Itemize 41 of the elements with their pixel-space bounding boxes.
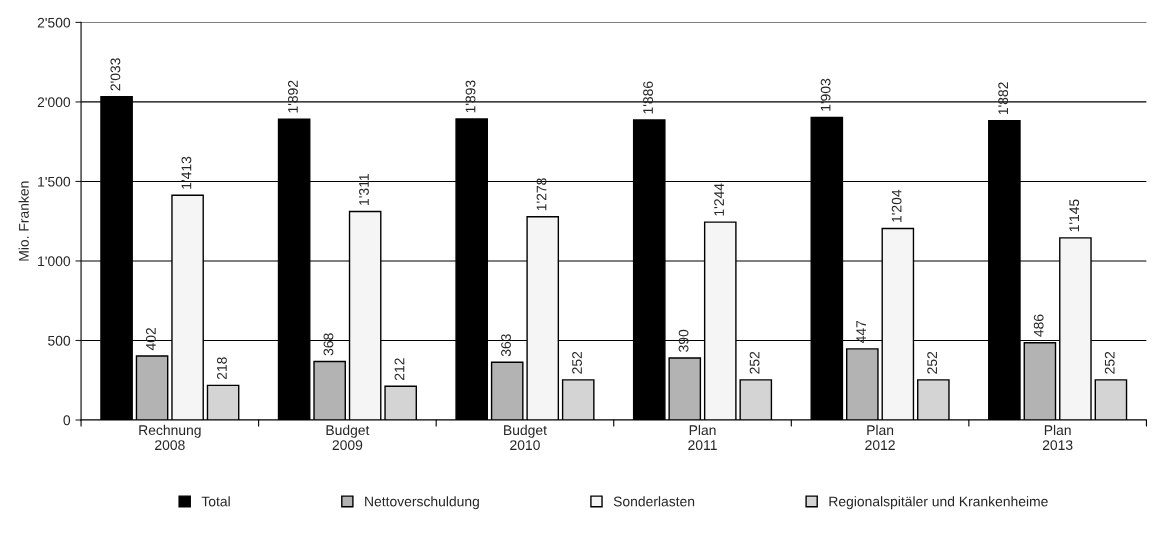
data-label: 1'204 (891, 189, 902, 222)
data-label: 1'311 (359, 174, 369, 205)
y-tick-label: 1'000 (38, 256, 71, 267)
data-label: 1'244 (714, 183, 724, 216)
data-label: 252 (1104, 351, 1115, 374)
data-label: 1'882 (998, 82, 1009, 115)
x-tick-label: Plan 2013 (1042, 424, 1073, 451)
data-label: 252 (572, 351, 582, 374)
x-tick-label: Budget 2010 (504, 424, 547, 451)
y-tick-label: 0 (63, 415, 71, 426)
data-label: 2'033 (110, 58, 121, 91)
legend-label: Nettoverschuldung (365, 496, 479, 510)
data-label: 363 (501, 334, 511, 357)
y-axis-title: Mio. Franken (18, 181, 29, 261)
y-tick-label: 2'500 (37, 17, 71, 28)
data-label: 390 (678, 329, 689, 352)
x-tick-label: Rechnung 2008 (139, 424, 201, 451)
data-label: 1'892 (288, 80, 298, 113)
data-label: 1'886 (643, 81, 653, 114)
data-label: 1'893 (465, 80, 476, 113)
y-tick-label: 2'000 (37, 97, 71, 108)
data-label: 368 (323, 333, 334, 356)
data-label: 402 (145, 328, 156, 351)
y-tick-label: 500 (48, 335, 71, 346)
legend-label: Sonderlasten (613, 496, 695, 507)
data-label: 486 (1033, 314, 1044, 337)
legend-label: Total (201, 496, 230, 507)
data-label: 252 (927, 351, 938, 374)
x-tick-label: Plan 2011 (688, 424, 717, 451)
x-tick-label: Budget 2009 (326, 424, 370, 451)
y-tick-label: 1'500 (38, 176, 71, 187)
data-label: 252 (749, 351, 760, 374)
data-label: 1'145 (1069, 199, 1080, 232)
data-label: 1'413 (181, 156, 192, 189)
data-label: 1'278 (536, 178, 547, 211)
x-tick-label: Plan 2012 (865, 424, 895, 451)
data-label: 447 (856, 320, 866, 344)
legend-label: Regionalspitäler und Krankenheime (829, 496, 1048, 510)
data-label: 1'903 (820, 78, 831, 111)
data-label: 218 (217, 357, 227, 380)
data-label: 212 (394, 358, 405, 381)
